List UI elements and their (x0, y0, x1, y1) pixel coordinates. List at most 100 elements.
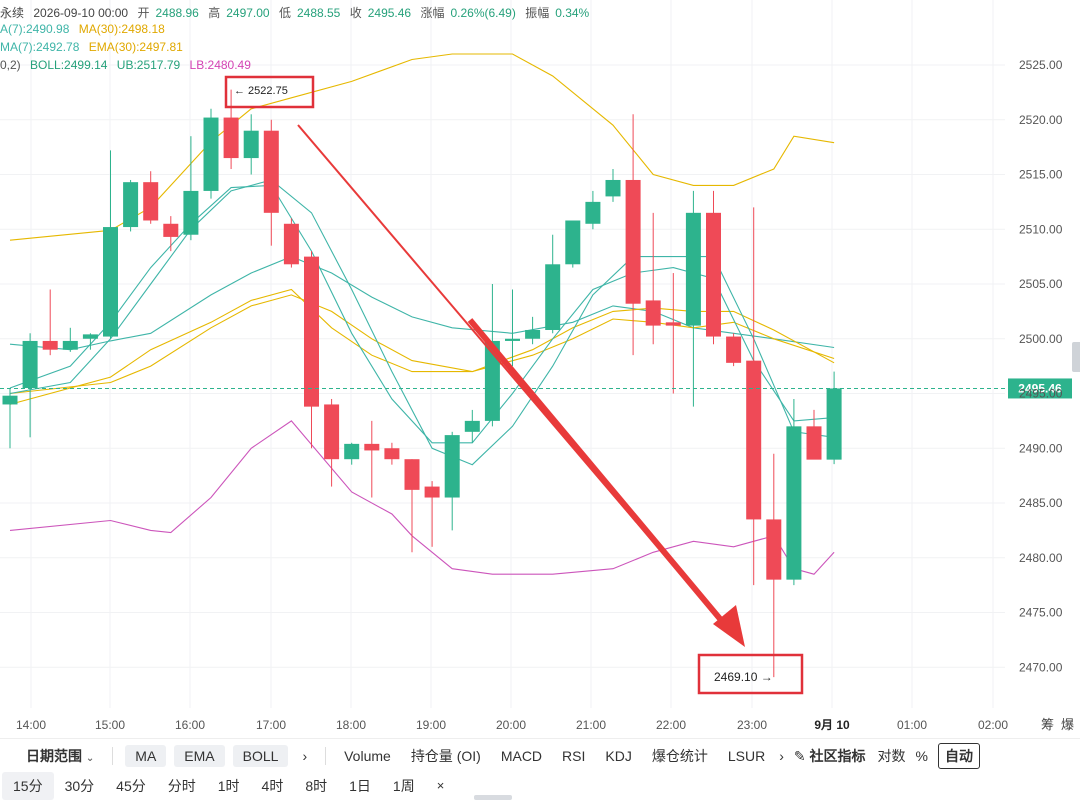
candle-body (766, 519, 782, 580)
candle (2, 388, 18, 449)
candle (585, 190, 601, 230)
auto-scale-button[interactable]: 自动 (937, 742, 980, 769)
candle (525, 316, 541, 345)
tf-30m[interactable]: 30分 (64, 777, 95, 794)
candle-body (384, 448, 400, 460)
tf-time[interactable]: 分时 (167, 777, 196, 794)
volume-tab[interactable]: Volume (344, 747, 391, 764)
boll-params: 0,2) (0, 58, 21, 72)
candle-body (545, 264, 561, 330)
lb-value: LB:2480.49 (189, 58, 251, 72)
candle-body (746, 360, 762, 520)
change-value: 0.26%(6.49) (450, 6, 516, 20)
liquidation-tab[interactable]: 爆仓统计 (651, 747, 708, 764)
tf-45m[interactable]: 45分 (116, 777, 146, 794)
candle-body (344, 443, 360, 460)
candle-body (525, 329, 541, 339)
edit-icon: ✎ (793, 747, 806, 764)
candle-body (62, 340, 78, 350)
candle-body (163, 223, 179, 237)
tf-1h[interactable]: 1时 (217, 777, 240, 794)
y-tick-label: 2515.00 (1019, 168, 1063, 182)
y-tick-label: 2520.00 (1019, 113, 1063, 127)
right-scroll-handle[interactable] (1072, 342, 1080, 372)
chou-label[interactable]: 筹 (1041, 717, 1054, 732)
y-tick-label: 2480.00 (1019, 551, 1063, 565)
candle (545, 234, 561, 334)
log-scale-toggle[interactable]: 对数 (877, 747, 906, 764)
x-tick-label: 9月 10 (814, 718, 850, 732)
candle-body (324, 404, 340, 460)
date-range-label: 日期范围 (26, 747, 82, 764)
candle (203, 108, 219, 199)
candlestick-chart[interactable]: 2495.46 2525.00 2520.00 2515.00 2510.00 2505… (0, 0, 1080, 738)
close-timeframes-icon[interactable]: × (436, 778, 445, 793)
rsi-tab[interactable]: RSI (562, 747, 586, 764)
x-tick-label: 23:00 (737, 718, 767, 732)
open-interest-tab[interactable]: 持仓量 (OI) (410, 747, 481, 764)
x-tick-label: 16:00 (175, 718, 205, 732)
candle (726, 333, 742, 367)
candle (806, 409, 822, 460)
candle (826, 371, 842, 465)
timeframe-bar: 15分 30分 45分 分时 1时 4时 8时 1日 1周 × (0, 771, 1080, 800)
candle (424, 481, 440, 547)
y-tick-label: 2500.00 (1019, 332, 1063, 346)
candle-body (123, 182, 139, 228)
community-indicators-button[interactable]: ✎ 社区指标 (788, 746, 872, 766)
x-tick-label: 19:00 (416, 718, 446, 732)
candle (645, 212, 661, 345)
ema-row: MA(7):2492.78 EMA(30):2497.81 (0, 40, 189, 54)
candle-body (304, 256, 319, 407)
candle (344, 442, 360, 465)
percent-scale-toggle[interactable]: % (915, 747, 928, 764)
tf-1d[interactable]: 1日 (349, 777, 371, 794)
candles-group (2, 89, 842, 678)
more-main-indicators-button[interactable]: › (302, 747, 308, 764)
candle (324, 398, 340, 487)
boll-chip[interactable]: BOLL (232, 744, 289, 767)
tf-8h[interactable]: 8时 (305, 777, 328, 794)
bottom-resize-handle[interactable] (474, 795, 512, 800)
candle (163, 216, 179, 252)
candle-body (263, 130, 279, 213)
ub-value: UB:2517.79 (116, 58, 181, 72)
ma-chip[interactable]: MA (125, 744, 167, 767)
date-range-button[interactable]: 日期范围 ⌄ (0, 746, 104, 766)
y-tick-label: 2525.00 (1019, 58, 1063, 72)
lsur-tab[interactable]: LSUR (727, 747, 766, 764)
candle-body (685, 212, 701, 326)
candle-body (665, 322, 681, 326)
tf-4h[interactable]: 4时 (261, 777, 284, 794)
y-tick-label: 2490.00 (1019, 441, 1063, 455)
chevron-down-icon: ⌄ (85, 752, 95, 764)
price-axis[interactable]: 2525.00 2520.00 2515.00 2510.00 2505.00 2500.… (1019, 58, 1063, 674)
high-value: 2497.00 (226, 6, 270, 20)
divider (325, 746, 327, 765)
ma30-value: MA(30):2498.18 (78, 22, 165, 36)
candle (464, 409, 480, 443)
candle (665, 273, 681, 394)
tf-1w[interactable]: 1周 (392, 777, 415, 794)
kdj-tab[interactable]: KDJ (605, 747, 632, 764)
candle-body (364, 443, 380, 451)
candle (123, 179, 139, 232)
time-axis[interactable]: 筹 爆 14:00 15:00 16:00 17:00 18:00 19:00 20:00 2… (16, 717, 1074, 732)
candle-body (625, 179, 641, 304)
candle (223, 89, 239, 170)
more-sub-indicators-button[interactable]: › (779, 747, 784, 764)
high-annotation-label: ← 2522.75 (234, 85, 288, 97)
candle-body (283, 223, 299, 265)
candle-body (706, 212, 721, 337)
ema-chip[interactable]: EMA (174, 744, 225, 767)
macd-tab[interactable]: MACD (500, 747, 543, 764)
x-tick-label: 15:00 (95, 718, 125, 732)
low-annotation-label: 2469.10 → (714, 670, 773, 684)
tf-15m[interactable]: 15分 (2, 771, 54, 800)
bao-label[interactable]: 爆 (1061, 717, 1074, 732)
ub-line (9, 53, 835, 241)
candle (505, 289, 520, 367)
candle-body (786, 426, 802, 580)
x-tick-label: 02:00 (978, 718, 1008, 732)
